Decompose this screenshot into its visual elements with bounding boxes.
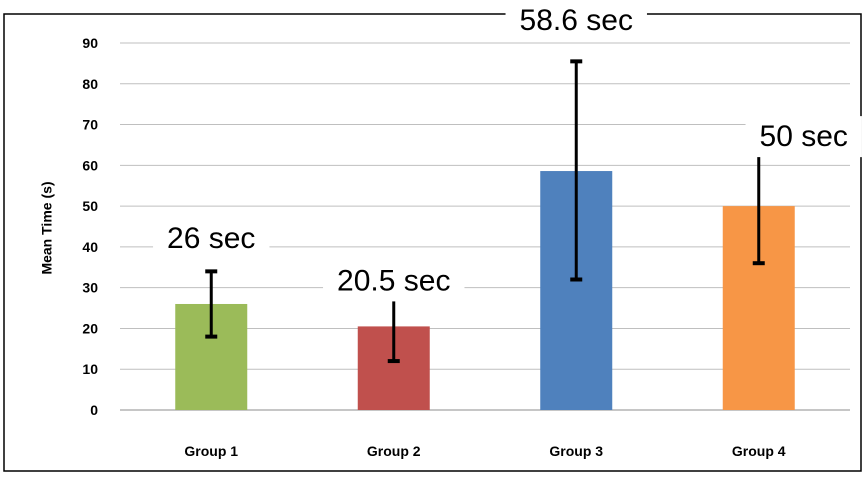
y-tick-label: 0 bbox=[90, 402, 98, 418]
data-label: 26 sec bbox=[153, 217, 270, 259]
data-label: 20.5 sec bbox=[323, 260, 465, 302]
y-axis-label: Mean Time (s) bbox=[39, 181, 55, 274]
data-label: 50 sec bbox=[745, 116, 862, 158]
error-bar bbox=[570, 59, 583, 282]
x-category-label: Group 2 bbox=[367, 443, 421, 459]
y-tick-label: 20 bbox=[82, 320, 98, 336]
data-label: 58.6 sec bbox=[505, 0, 647, 41]
x-category-label: Group 4 bbox=[732, 443, 786, 459]
x-axis-categories: Group 1 Group 2 Group 3 Group 4 bbox=[184, 443, 785, 459]
svg-text:20.5 sec: 20.5 sec bbox=[337, 264, 450, 297]
y-tick-label: 40 bbox=[82, 239, 98, 255]
y-tick-label: 90 bbox=[82, 35, 98, 51]
x-category-label: Group 3 bbox=[549, 443, 603, 459]
svg-text:26 sec: 26 sec bbox=[167, 222, 255, 255]
x-category-label: Group 1 bbox=[184, 443, 238, 459]
y-axis-ticks: 0 10 20 30 40 50 60 70 80 90 bbox=[82, 35, 98, 418]
y-tick-label: 80 bbox=[82, 76, 98, 92]
svg-text:50 sec: 50 sec bbox=[760, 120, 848, 153]
y-tick-label: 70 bbox=[82, 117, 98, 133]
error-bar bbox=[205, 269, 218, 339]
svg-text:58.6 sec: 58.6 sec bbox=[520, 4, 633, 37]
y-tick-label: 10 bbox=[82, 361, 98, 377]
y-tick-label: 60 bbox=[82, 157, 98, 173]
y-tick-label: 30 bbox=[82, 280, 98, 296]
y-tick-label: 50 bbox=[82, 198, 98, 214]
data-labels: 26 sec 20.5 sec 58.6 sec 50 sec bbox=[153, 0, 862, 302]
chart-border bbox=[3, 13, 862, 472]
